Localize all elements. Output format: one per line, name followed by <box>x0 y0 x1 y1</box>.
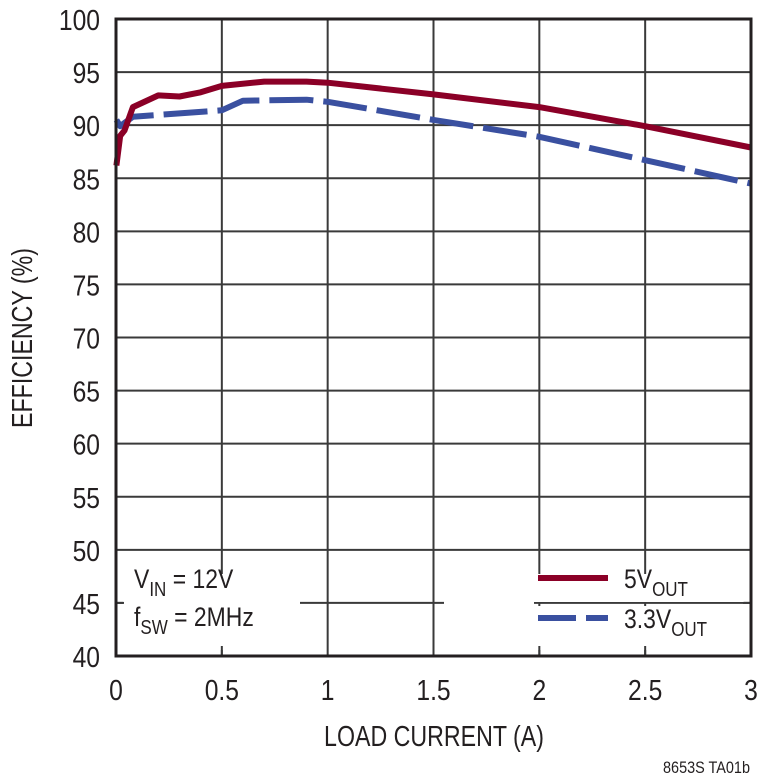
x-tick-label: 0 <box>109 674 123 706</box>
y-tick-label: 75 <box>73 270 100 302</box>
y-tick-label: 80 <box>73 216 100 248</box>
y-tick-label: 85 <box>73 163 100 195</box>
y-tick-label: 45 <box>73 588 100 620</box>
legend-label-5vout: 5VOUT <box>624 564 688 600</box>
legend-background <box>444 562 534 604</box>
x-tick-label: 1.5 <box>416 674 450 706</box>
y-tick-label: 90 <box>73 110 100 142</box>
y-tick-label: 40 <box>73 641 100 673</box>
legend-label-3v3out: 3.3VOUT <box>624 604 707 640</box>
legend-background <box>444 606 744 650</box>
x-axis-title: LOAD CURRENT (A) <box>324 719 544 752</box>
y-tick-label: 65 <box>73 376 100 408</box>
condition-text: fSW = 2MHz <box>134 602 254 638</box>
plot-frame <box>114 17 753 658</box>
x-tick-label: 2.5 <box>628 674 662 706</box>
y-axis-tick-labels: 40 45 50 55 60 65 70 75 80 85 90 95 100 <box>59 4 100 673</box>
annotation-backgrounds <box>116 562 751 656</box>
y-axis-title: EFFICIENCY (%) <box>5 248 38 428</box>
legend: 5VOUT 3.3VOUT <box>538 564 707 640</box>
data-curves <box>113 78 752 187</box>
x-axis-tick-labels: 0 0.5 1 1.5 2 2.5 3 <box>109 674 758 706</box>
y-tick-label: 70 <box>73 323 100 355</box>
condition-text: VIN = 12V <box>134 564 234 600</box>
x-tick-label: 3 <box>744 674 758 706</box>
y-tick-label: 60 <box>73 429 100 461</box>
y-tick-label: 100 <box>59 4 100 36</box>
y-tick-label: 55 <box>73 482 100 514</box>
series-line-5vout <box>113 78 752 166</box>
y-tick-label: 50 <box>73 535 100 567</box>
grid-lines <box>115 18 752 657</box>
x-tick-label: 0.5 <box>205 674 239 706</box>
annotation-background <box>226 564 300 604</box>
annotation-background <box>226 606 300 650</box>
x-tick-label: 1 <box>321 674 335 706</box>
x-tick-label: 2 <box>532 674 546 706</box>
figure-id: 8653S TA01b <box>663 759 750 777</box>
y-tick-label: 95 <box>73 57 100 89</box>
